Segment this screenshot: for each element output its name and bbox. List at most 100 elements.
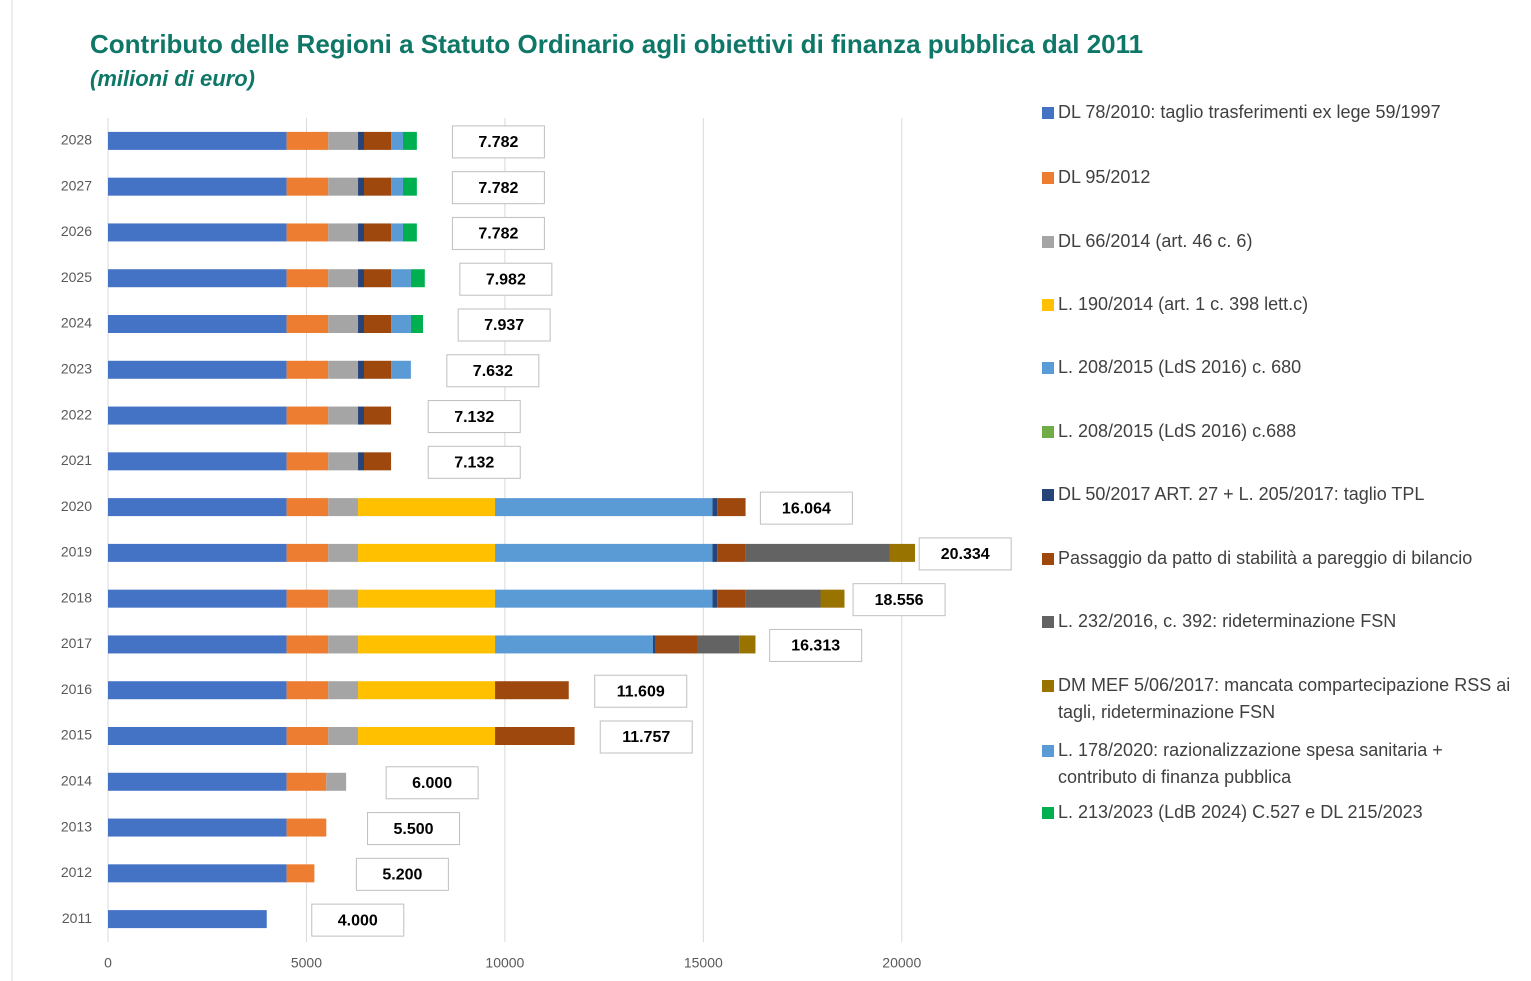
y-tick-label: 2019 — [61, 544, 92, 560]
bar-segment — [653, 635, 655, 654]
bar-segment — [108, 818, 287, 837]
total-label: 11.609 — [617, 683, 665, 700]
bar-segment — [328, 498, 359, 517]
total-label: 5.200 — [382, 867, 422, 884]
bar-segment — [745, 589, 821, 608]
bar-segment — [108, 727, 287, 745]
x-tick-label: 15000 — [684, 955, 723, 971]
total-label: 16.064 — [782, 500, 831, 517]
bar-segment — [108, 406, 287, 425]
legend-entry: DL 78/2010: taglio trasferimenti ex lege… — [1042, 99, 1526, 126]
bar-segment — [108, 177, 287, 196]
legend-label: L. 232/2016, c. 392: rideterminazione FS… — [1058, 611, 1397, 631]
legend-entry: DL 50/2017 ART. 27 + L. 205/2017: taglio… — [1042, 481, 1526, 508]
bar-segment — [108, 315, 287, 333]
bar-segment — [286, 681, 329, 700]
total-box — [367, 812, 461, 846]
bar-segment — [108, 864, 287, 883]
legend-label: L. 190/2014 (art. 1 c. 398 lett.c) — [1058, 294, 1309, 314]
bar-segment — [286, 772, 327, 791]
total-label: 11.757 — [622, 729, 670, 746]
bar-segment — [108, 269, 287, 288]
y-tick-label: 2015 — [61, 727, 92, 743]
bar-segment — [286, 635, 329, 654]
total-box — [852, 583, 946, 617]
bar-segment — [410, 269, 425, 288]
bar-segment — [495, 589, 713, 608]
bar-segment — [358, 681, 496, 700]
total-box — [385, 766, 479, 800]
bar-segment — [717, 589, 746, 608]
bar-segment — [286, 360, 329, 379]
bar-segment — [108, 910, 267, 929]
bar-segment — [363, 177, 392, 196]
bar-segment — [739, 635, 756, 654]
bar-segment — [495, 681, 569, 700]
legend-label: DL 95/2012 — [1058, 167, 1151, 187]
legend-swatch — [1042, 680, 1054, 692]
bar-segment — [402, 131, 417, 150]
legend-label: L. 213/2023 (LdB 2024) C.527 e DL 215/20… — [1058, 802, 1423, 822]
bar-segment — [108, 772, 287, 791]
legend-entry: DL 66/2014 (art. 46 c. 6) — [1042, 228, 1526, 255]
y-tick-label: 2023 — [61, 360, 92, 376]
bar-segment — [328, 635, 359, 654]
y-tick-label: 2027 — [61, 177, 92, 193]
legend-label: L. 178/2020: razionalizzazione spesa san… — [1058, 740, 1443, 787]
bar-segment — [286, 452, 329, 471]
bar-segment — [889, 543, 916, 562]
total-box — [918, 537, 1012, 571]
bar-segment — [363, 452, 392, 471]
total-label: 7.132 — [454, 409, 494, 426]
legend-entry: Passaggio da patto di stabilità a paregg… — [1042, 545, 1526, 572]
bar-segment — [402, 177, 417, 196]
total-label: 7.782 — [478, 180, 518, 197]
total-box — [451, 216, 545, 250]
bar-segment — [358, 498, 496, 517]
legend-label: DL 78/2010: taglio trasferimenti ex lege… — [1058, 102, 1441, 122]
bar-segment — [391, 360, 411, 379]
bar-segment — [358, 406, 364, 425]
bar-segment — [286, 269, 329, 288]
legend-label: DL 50/2017 ART. 27 + L. 205/2017: taglio… — [1058, 484, 1425, 504]
bar-segment — [363, 315, 392, 333]
bar-segment — [391, 315, 411, 333]
total-label: 7.937 — [484, 317, 524, 334]
legend-entry: DL 95/2012 — [1042, 164, 1526, 191]
legend-swatch — [1042, 616, 1054, 628]
total-box — [427, 445, 521, 479]
total-box — [457, 308, 551, 342]
bar-segment — [328, 223, 359, 242]
bar-segment — [358, 131, 364, 150]
total-label: 16.313 — [791, 638, 840, 655]
bar-segment — [495, 498, 713, 517]
y-tick-label: 2014 — [61, 772, 92, 788]
legend-swatch — [1042, 489, 1054, 501]
y-tick-label: 2012 — [61, 864, 92, 880]
legend-entry: L. 208/2015 (LdS 2016) c. 680 — [1042, 354, 1526, 381]
total-label: 20.334 — [941, 546, 990, 563]
bar-segment — [286, 818, 327, 837]
bar-segment — [286, 727, 329, 745]
total-label: 7.782 — [478, 134, 518, 151]
legend-swatch — [1042, 236, 1054, 248]
total-label: 5.500 — [394, 821, 434, 838]
legend-entry: L. 178/2020: razionalizzazione spesa san… — [1042, 737, 1526, 791]
legend-swatch — [1042, 172, 1054, 184]
bar-segment — [286, 406, 329, 425]
chart-subtitle: (milioni di euro) — [90, 66, 255, 91]
total-box — [446, 354, 540, 388]
bar-segment — [358, 269, 364, 288]
x-tick-label: 10000 — [485, 955, 524, 971]
bar-segment — [108, 681, 287, 700]
bar-segment — [495, 543, 713, 562]
y-tick-label: 2026 — [61, 223, 92, 239]
legend-swatch — [1042, 426, 1054, 438]
bar-segment — [326, 772, 347, 791]
bar-segment — [391, 223, 403, 242]
total-box — [427, 400, 521, 434]
y-tick-label: 2013 — [61, 818, 92, 834]
total-label: 7.782 — [478, 226, 518, 243]
